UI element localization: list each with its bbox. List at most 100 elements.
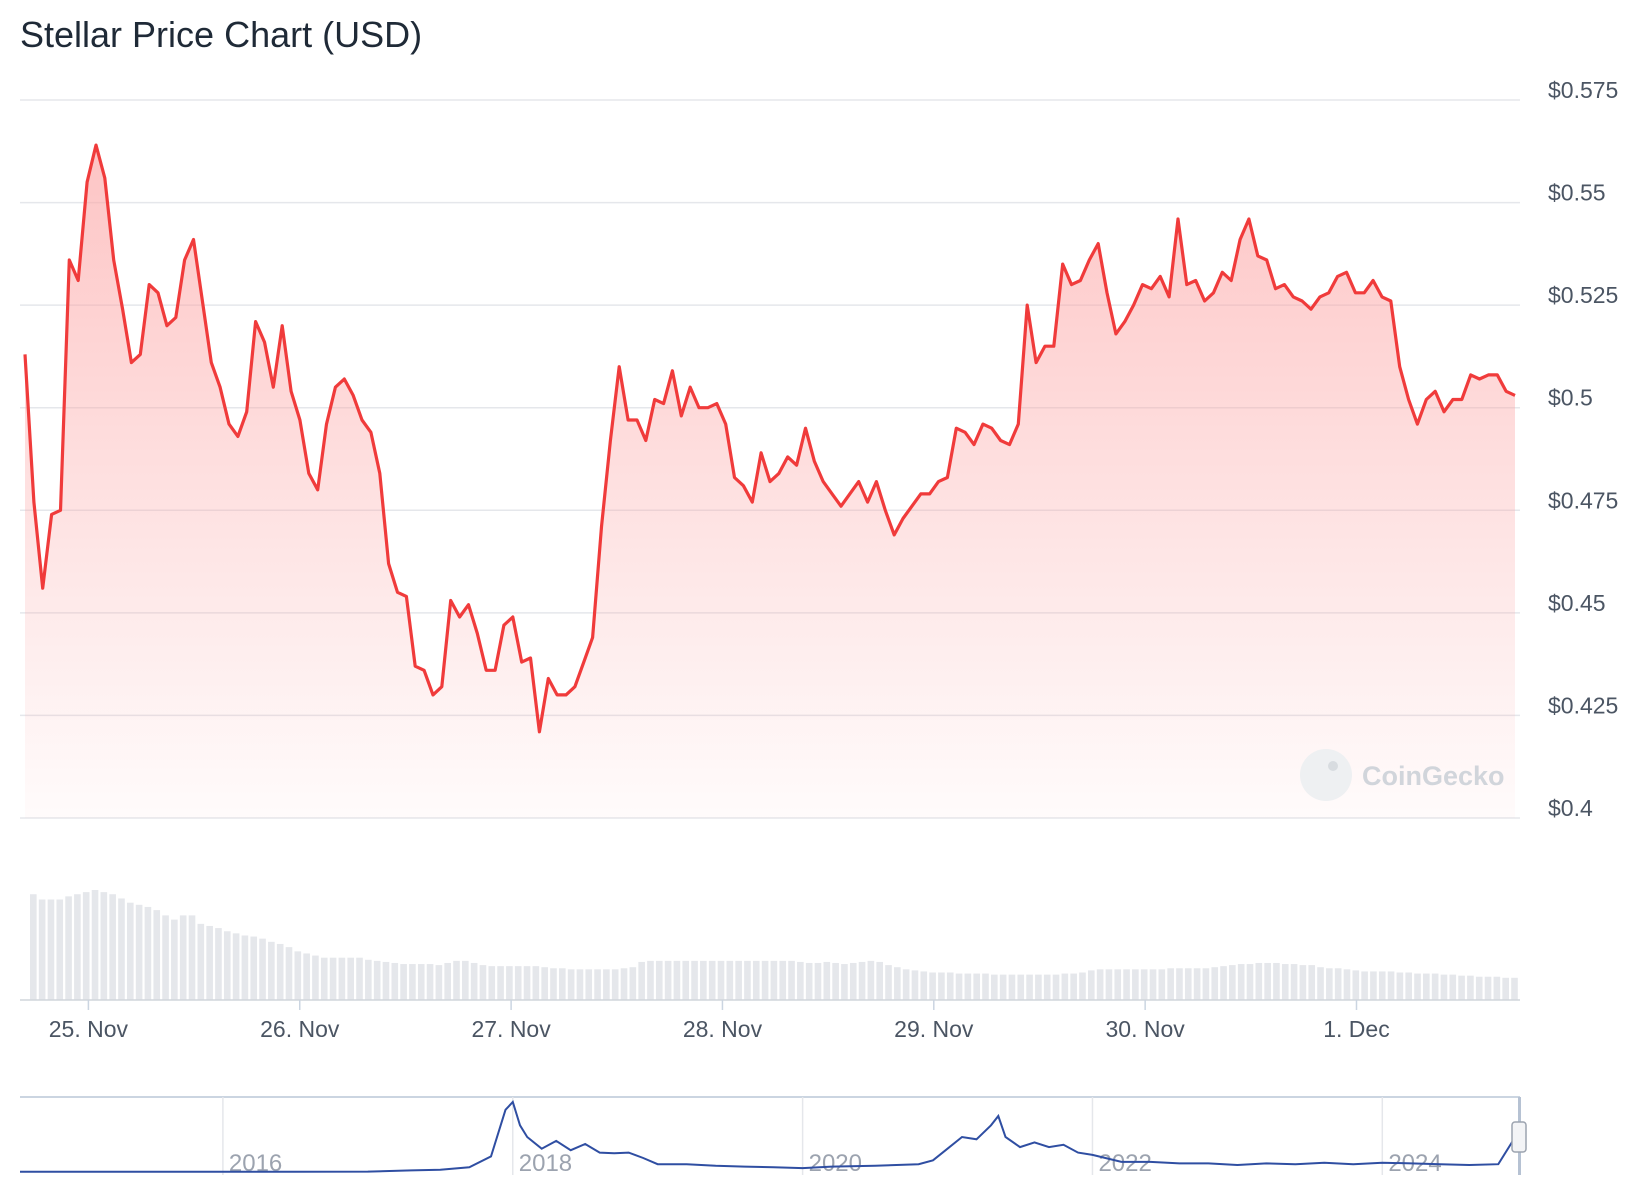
volume-bar (373, 960, 381, 1000)
y-tick-label: $0.525 (1548, 282, 1618, 308)
volume-bar (1070, 973, 1077, 1000)
volume-bar (497, 966, 504, 1000)
volume-bar (761, 960, 769, 1000)
volume-bar (611, 969, 619, 1000)
volume-bar (118, 898, 125, 1000)
volume-bar (867, 960, 875, 1000)
volume-bar (1317, 967, 1324, 1000)
volume-bar (1255, 962, 1263, 1000)
volume-bar (955, 973, 963, 1000)
volume-bar (1105, 969, 1113, 1000)
volume-bar (470, 962, 478, 1000)
volume-bar (1246, 964, 1254, 1000)
volume-bar (1484, 976, 1492, 1000)
coingecko-watermark: CoinGecko (1300, 749, 1505, 801)
volume-bar (1043, 974, 1051, 1000)
volume-bar (788, 960, 795, 1000)
volume-bar (700, 960, 707, 1000)
y-tick-label: $0.4 (1548, 795, 1593, 821)
volume-bar (109, 894, 116, 1000)
volume-bar (999, 974, 1007, 1000)
volume-bar (1123, 969, 1130, 1000)
volume-bar (1193, 968, 1201, 1000)
volume-bar (82, 892, 90, 1000)
volume-bar (920, 971, 928, 1000)
volume-bar (1237, 964, 1245, 1000)
volume-bar (1334, 968, 1342, 1000)
volume-bar (1343, 969, 1351, 1000)
y-tick-label: $0.575 (1548, 77, 1618, 103)
volume-bar (691, 960, 698, 1000)
volume-bar (770, 960, 778, 1000)
volume-bar (735, 960, 742, 1000)
volume-bar (197, 923, 205, 1000)
volume-bar (1361, 971, 1368, 1000)
volume-bar (74, 894, 81, 1000)
volume-bar (409, 964, 416, 1000)
volume-bar (902, 969, 910, 1000)
volume-bar (991, 974, 998, 1000)
volume-bar (303, 953, 310, 1000)
navigator-year-label: 2018 (519, 1150, 572, 1177)
price-area (25, 145, 1515, 819)
volume-bar (259, 938, 266, 1000)
navigator-line (20, 1100, 1514, 1173)
volume-bar (417, 964, 425, 1000)
y-tick-label: $0.45 (1548, 590, 1606, 616)
volume-bar (567, 969, 575, 1000)
volume-bar (1273, 962, 1280, 1000)
volume-bar (814, 962, 822, 1000)
volume-bar (1167, 968, 1174, 1000)
navigator[interactable]: 2016 2018 2020 2022 2024 (20, 1096, 1527, 1177)
volume-bar (38, 899, 46, 1000)
volume-bars (20, 890, 1520, 1001)
volume-bar (550, 968, 557, 1000)
volume-bar (1061, 973, 1069, 1000)
navigator-year-label: 2020 (809, 1150, 862, 1177)
volume-bar (1423, 973, 1430, 1000)
volume-bar (1475, 976, 1483, 1000)
volume-bar (285, 947, 293, 1000)
volume-bar (1511, 977, 1518, 1000)
volume-bar (655, 960, 663, 1000)
volume-bar (523, 966, 531, 1000)
price-series[interactable] (23, 143, 1516, 819)
volume-bar (382, 961, 390, 1000)
volume-bar (708, 960, 716, 1000)
volume-bar (65, 896, 72, 1000)
y-tick-label: $0.425 (1548, 692, 1618, 718)
volume-bar (1502, 977, 1509, 1000)
volume-bar (153, 910, 161, 1000)
volume-bar (1414, 973, 1421, 1000)
volume-bar (1017, 974, 1025, 1000)
x-tick-label: 30. Nov (1106, 1016, 1186, 1042)
volume-bar (982, 973, 989, 1000)
volume-bar (1387, 971, 1395, 1000)
volume-bar (320, 957, 328, 1000)
volume-bar (1096, 969, 1104, 1000)
volume-bar (973, 973, 980, 1000)
volume-bar (664, 960, 672, 1000)
volume-bar (1299, 965, 1307, 1000)
volume-bar (576, 969, 584, 1000)
volume-bar (1281, 964, 1289, 1000)
volume-bar (1370, 971, 1377, 1000)
volume-bar (682, 960, 690, 1000)
volume-bar (30, 894, 37, 1000)
volume-bar (179, 915, 187, 1000)
volume-bar (400, 964, 407, 1000)
volume-bar (744, 960, 751, 1000)
chart-title: Stellar Price Chart (USD) (20, 14, 423, 55)
volume-bar (91, 890, 99, 1000)
volume-bar (1132, 969, 1139, 1000)
volume-bar (162, 915, 169, 1000)
volume-bar (365, 959, 372, 1000)
price-line[interactable] (23, 143, 1516, 734)
volume-bar (241, 935, 249, 1000)
navigator-handle[interactable] (1511, 1121, 1527, 1153)
volume-bar (1220, 966, 1227, 1000)
volume-bar (514, 966, 522, 1000)
volume-bar (779, 960, 787, 1000)
volume-bar (797, 961, 804, 1000)
